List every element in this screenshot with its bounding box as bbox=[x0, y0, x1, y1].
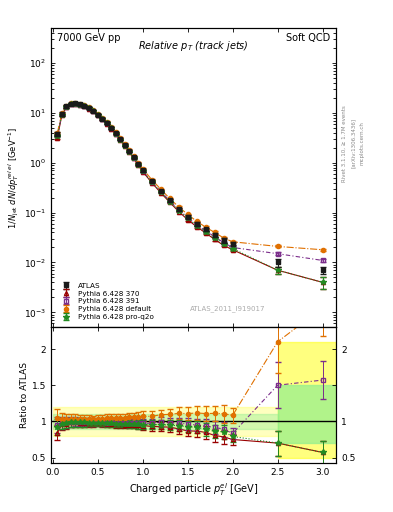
Text: Rivet 3.1.10, ≥ 1.7M events: Rivet 3.1.10, ≥ 1.7M events bbox=[342, 105, 347, 182]
Bar bbox=[53, 414, 277, 429]
Y-axis label: Ratio to ATLAS: Ratio to ATLAS bbox=[20, 362, 29, 429]
Text: mcplots.cern.ch: mcplots.cern.ch bbox=[360, 121, 365, 165]
Legend: ATLAS, Pythia 6.428 370, Pythia 6.428 391, Pythia 6.428 default, Pythia 6.428 pr: ATLAS, Pythia 6.428 370, Pythia 6.428 39… bbox=[55, 280, 156, 323]
Bar bbox=[277, 342, 336, 458]
Bar bbox=[53, 407, 277, 436]
Text: ATLAS_2011_I919017: ATLAS_2011_I919017 bbox=[190, 306, 266, 312]
Y-axis label: $1/N_{\rm jet}\ dN/dp_T^{rel\ el}\ [{\rm GeV}^{-1}]$: $1/N_{\rm jet}\ dN/dp_T^{rel\ el}\ [{\rm… bbox=[7, 126, 21, 229]
Text: 7000 GeV pp: 7000 GeV pp bbox=[57, 33, 120, 42]
Text: Soft QCD: Soft QCD bbox=[286, 33, 330, 42]
Text: [arXiv:1306.3436]: [arXiv:1306.3436] bbox=[351, 118, 356, 168]
Bar bbox=[277, 385, 336, 443]
Text: Relative $p_T$ (track jets): Relative $p_T$ (track jets) bbox=[138, 38, 249, 53]
X-axis label: Charged particle $p_T^{el}$ [GeV]: Charged particle $p_T^{el}$ [GeV] bbox=[129, 481, 258, 498]
